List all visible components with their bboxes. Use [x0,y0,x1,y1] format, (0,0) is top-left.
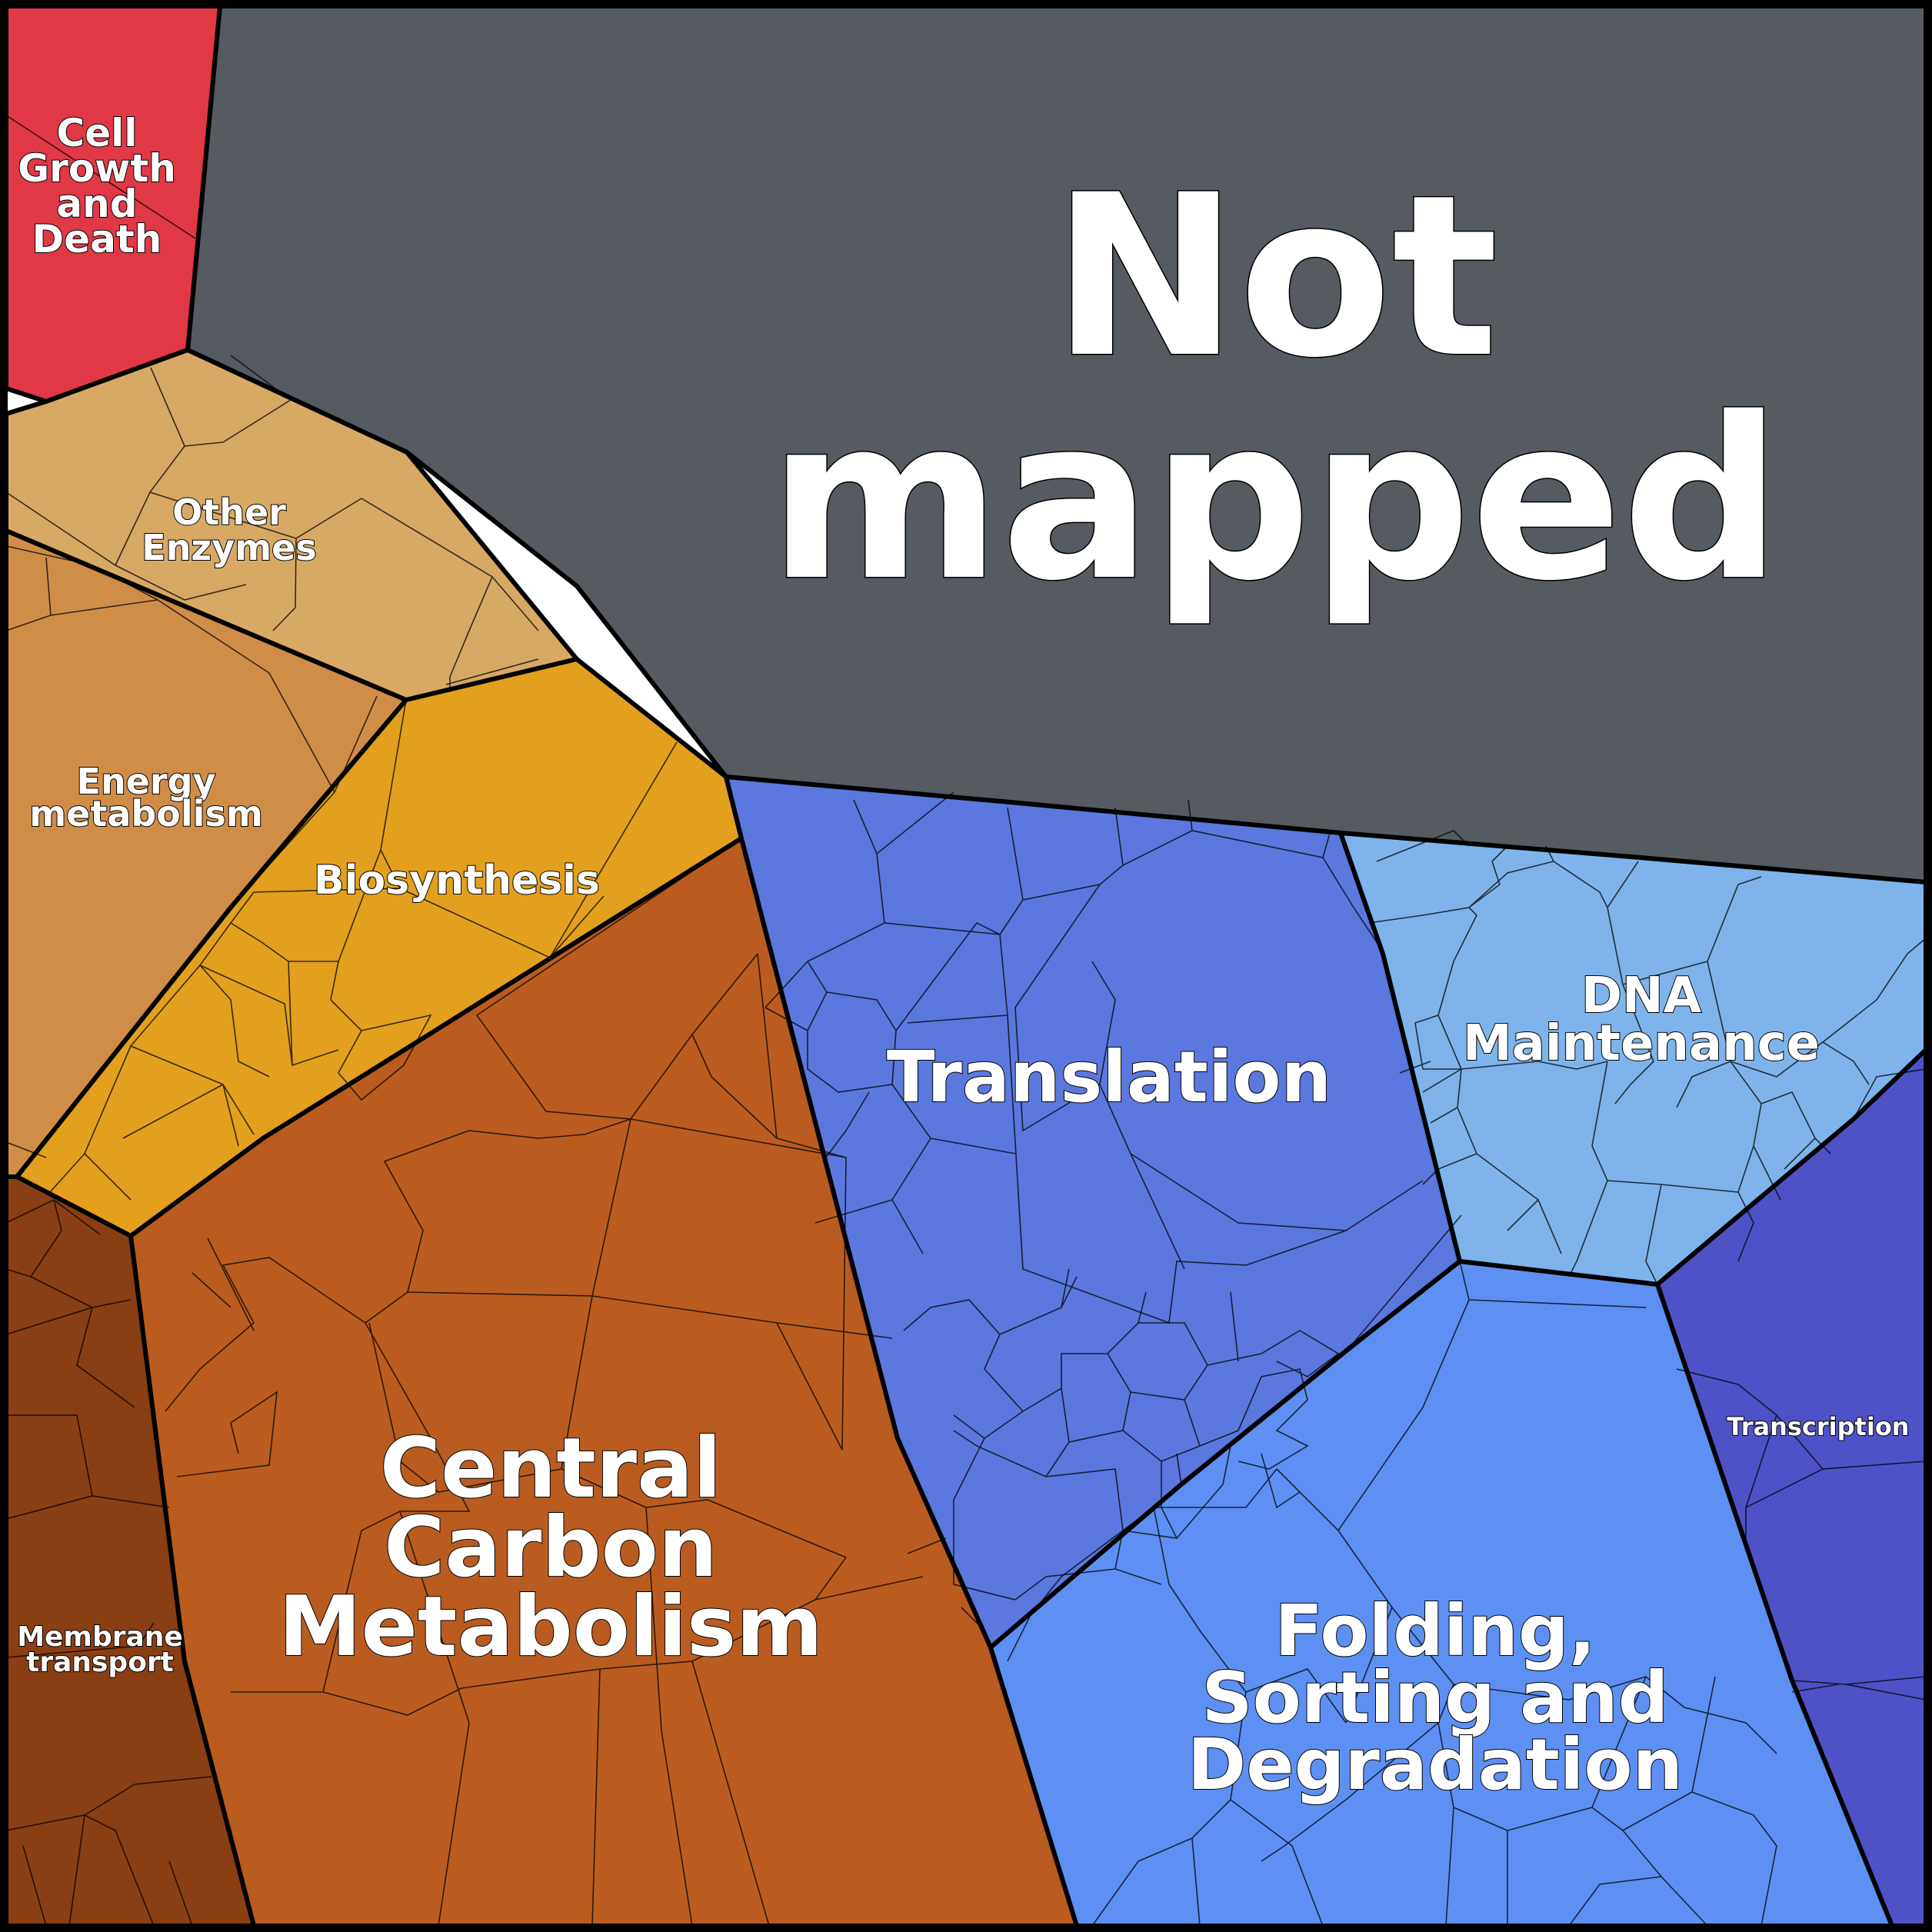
label-membrane-transport: Membrane transport [17,1621,183,1678]
label-other-enzymes: Other Enzymes [142,491,316,568]
label-line: Enzymes [142,527,316,568]
subcell-lines-cell-growth [5,115,196,402]
subcell-lines-other-enzymes [5,355,539,692]
label-line: Metabolism [278,1579,823,1675]
label-line: metabolism [29,793,263,834]
subcell-lines-translation [764,791,1424,1324]
label-line: mapped [768,371,1781,630]
label-line: transport [26,1647,174,1678]
label-line: Other [172,491,286,533]
cell-boundaries [5,115,1927,1927]
label-line: Not [1052,148,1499,407]
label-central-carbon: Central Carbon Metabolism [278,1421,823,1675]
label-line: Folding, [1274,1590,1596,1672]
subcell-lines-dna [1368,830,1927,1285]
label-folding: Folding, Sorting and Degradation [1188,1590,1683,1806]
label-not-mapped: Not mapped [768,148,1781,630]
label-line: Degradation [1188,1724,1683,1806]
label-cell-growth: Cell Growth and Death [18,111,176,261]
subcell-lines-biosynthesis [49,699,678,1201]
label-dna-maintenance: DNA Maintenance [1463,968,1820,1072]
label-line: Maintenance [1463,1015,1820,1072]
subcell-lines-membrane [5,1199,212,1927]
label-energy-metabolism: Energy metabolism [29,761,263,834]
region-layer [4,4,1928,1928]
label-line: Transcription [1727,1412,1909,1441]
label-line: Membrane [17,1621,183,1653]
label-line: Translation [887,1036,1331,1118]
label-line: Growth [18,146,176,191]
subcell-lines-folding [999,1214,1777,1927]
label-line: Carbon [384,1500,718,1596]
label-layer: Not mapped Cell Growth and Death Other Enzyme… [16,110,1910,1807]
label-line: Biosynthesis [314,858,600,904]
label-line: Central [380,1421,721,1517]
subcell-lines-central [165,838,924,1927]
label-transcription: Transcription [1727,1412,1909,1441]
label-line: Cell [57,111,138,155]
label-line: Death [32,217,162,261]
subcell-lines-energy [5,545,378,1158]
subcell-lines-transcription [1676,1068,1927,1700]
label-line: DNA [1581,968,1702,1024]
label-biosynthesis: Biosynthesis [314,858,600,904]
label-translation: Translation [887,1036,1331,1118]
label-line: Energy [77,761,216,802]
label-line: and [56,182,137,226]
label-line: Sorting and [1201,1657,1668,1739]
